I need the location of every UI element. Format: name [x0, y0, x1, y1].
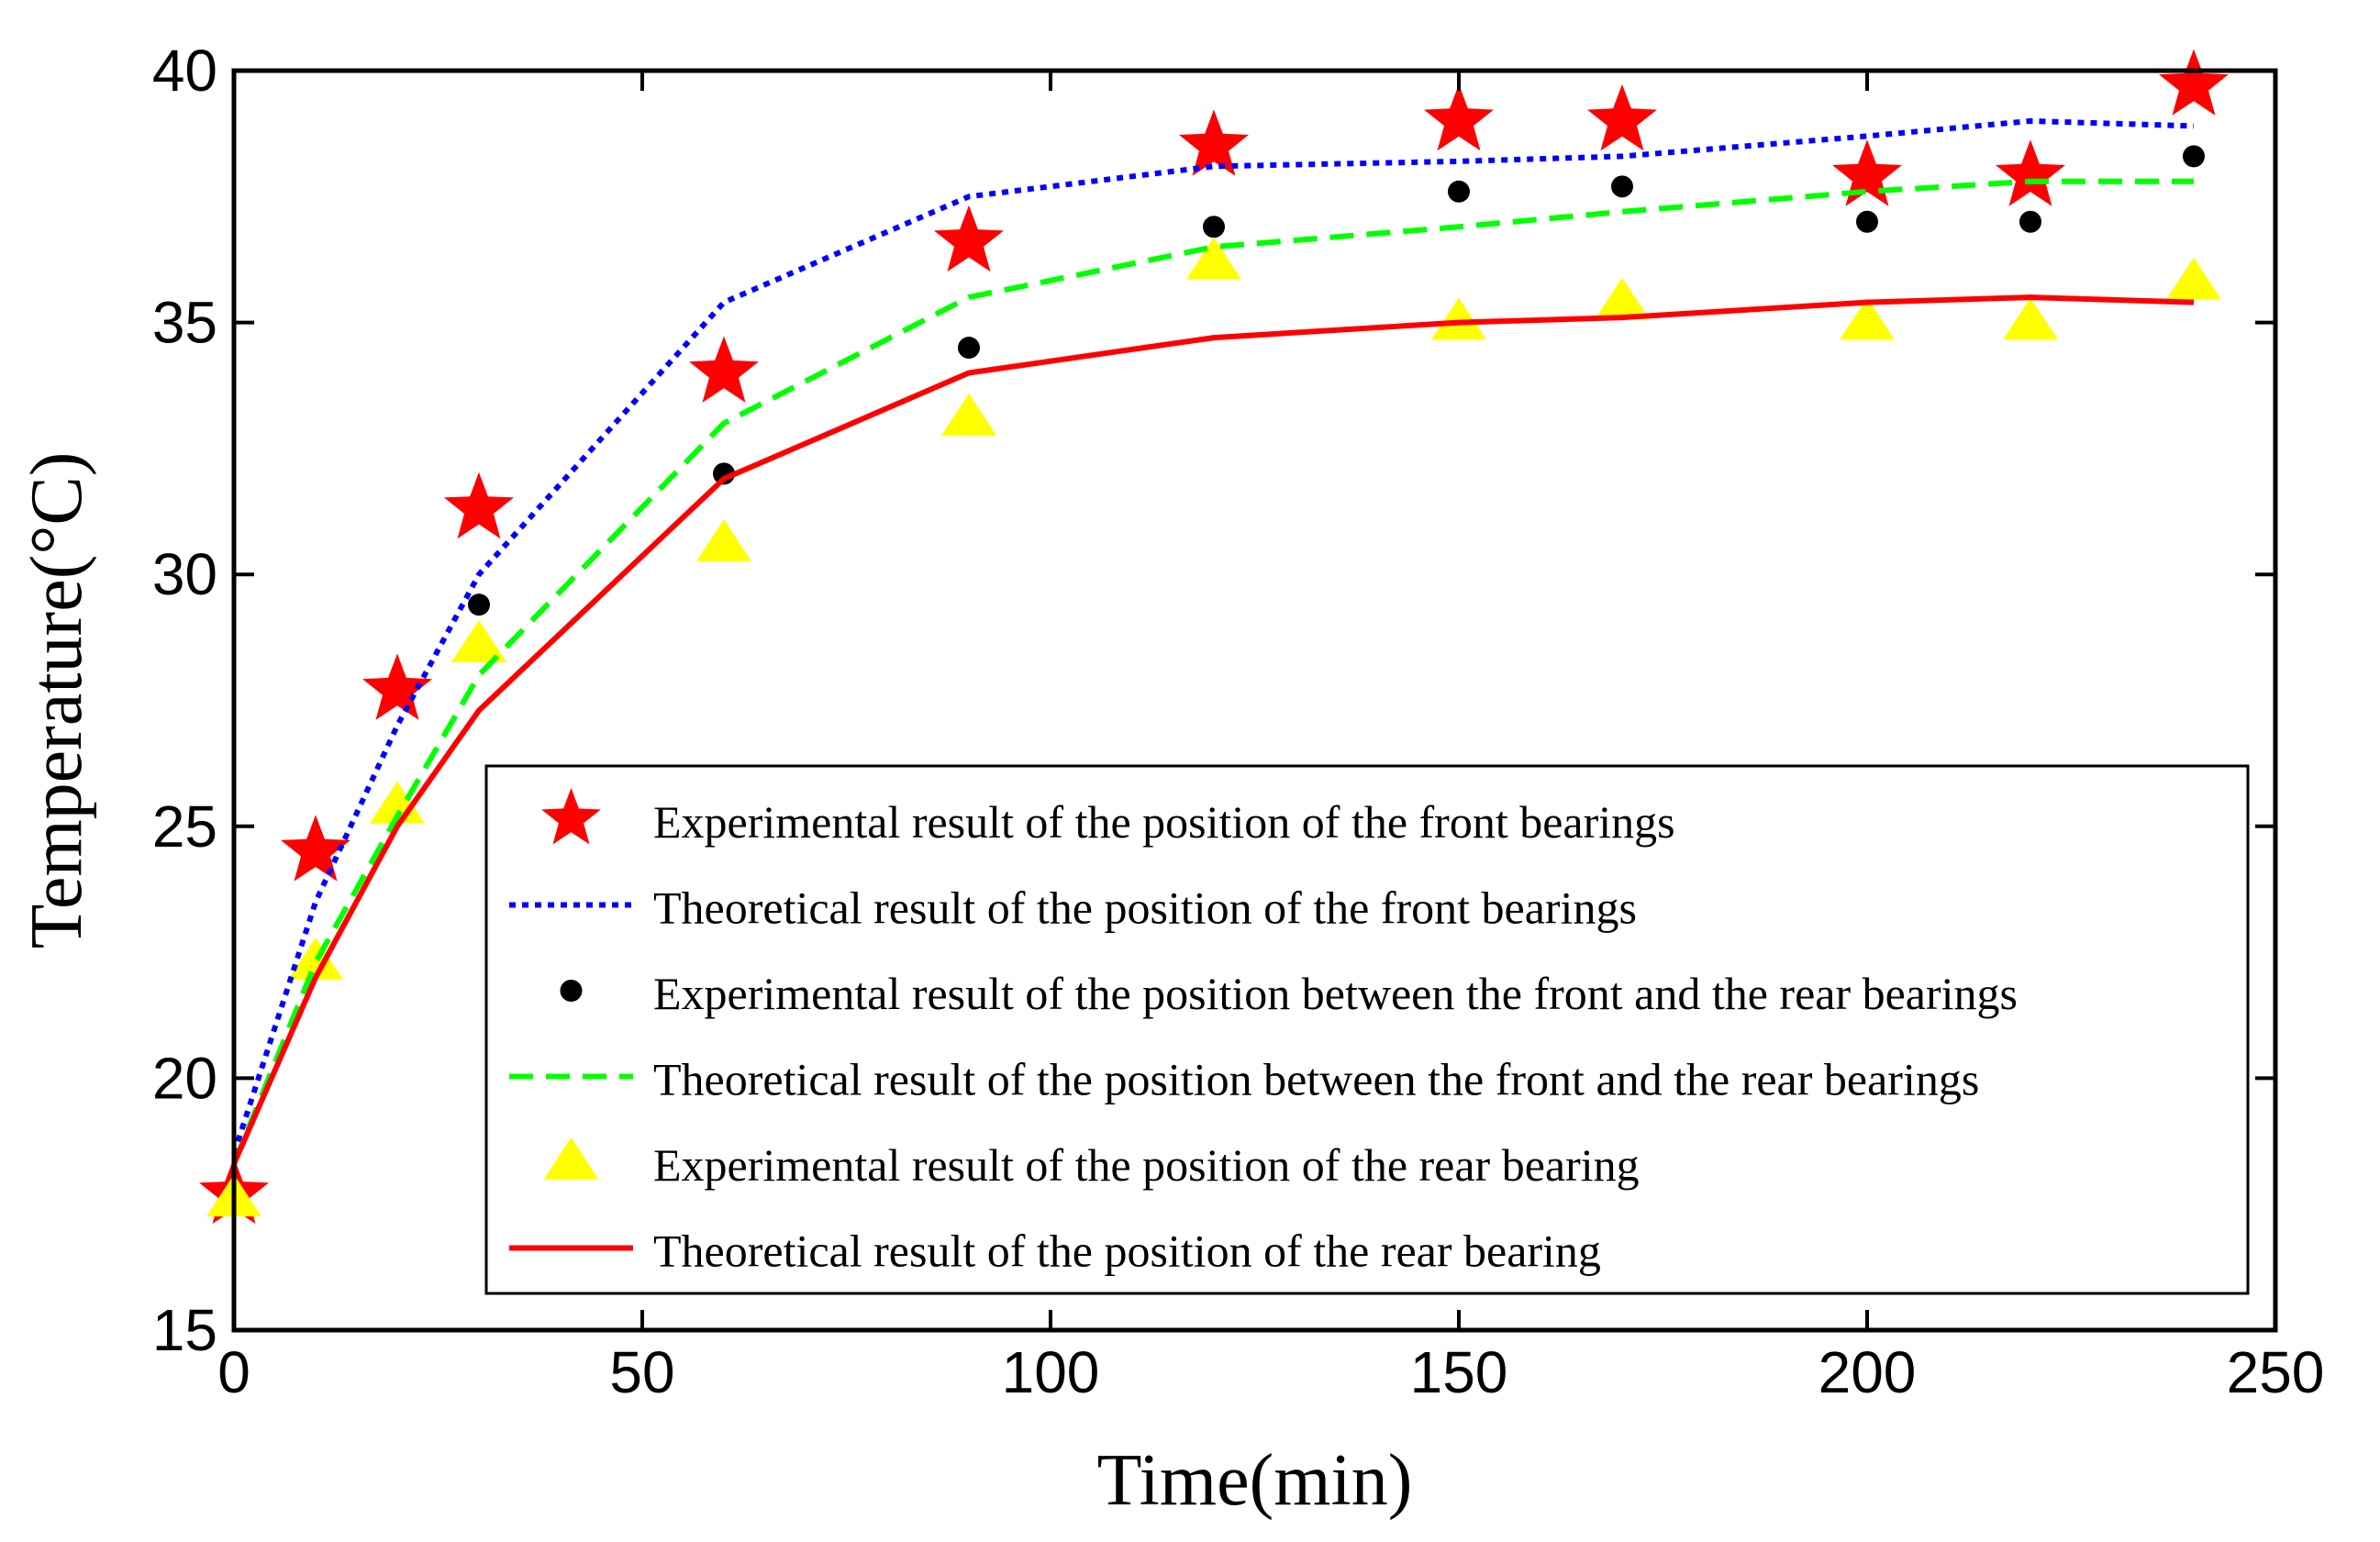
triangle-marker: [2166, 257, 2221, 300]
circle-marker: [1611, 175, 1633, 198]
triangle-marker: [1186, 237, 1241, 280]
legend-label: Theoretical result of the position betwe…: [653, 1054, 1979, 1105]
circle-marker: [2019, 210, 2041, 233]
y-tick-label: 25: [152, 793, 217, 860]
plot-frame: [231, 68, 2278, 1333]
star-marker: [444, 471, 514, 539]
x-tick-label: 50: [609, 1339, 674, 1405]
triangle-marker: [451, 620, 506, 662]
triangle-marker: [941, 393, 996, 436]
series-2: [231, 117, 2195, 1155]
star-marker: [1587, 83, 1657, 151]
series-6: [231, 294, 2195, 1166]
legend-item: Experimental result of the position of t…: [541, 788, 1675, 848]
circle-marker: [468, 594, 490, 616]
y-axis-label: Temperature(°C): [17, 452, 97, 949]
star-marker: [934, 205, 1004, 272]
series-4: [231, 178, 2194, 1165]
ticks-layer: 0 50 100 150 200 250 15 20 25 30 35 40: [152, 38, 2325, 1405]
y-tick-label: 15: [152, 1297, 217, 1363]
triangle-marker: [1595, 277, 1650, 320]
triangle-marker: [370, 781, 425, 824]
legend-item: Theoretical result of the position betwe…: [509, 1054, 1979, 1105]
x-axis-label: Time(min): [1097, 1440, 1413, 1521]
x-tick-label: 0: [217, 1339, 250, 1405]
y-tick-label: 35: [152, 290, 217, 356]
star-marker: [1996, 139, 2065, 206]
triangle-marker: [1840, 297, 1895, 340]
legend-item: Experimental result of the position of t…: [543, 1137, 1640, 1191]
circle-marker: [1448, 180, 1470, 203]
circle-marker: [560, 980, 583, 1002]
x-tick-label: 250: [2227, 1339, 2325, 1405]
circle-marker: [1856, 210, 1878, 233]
star-marker: [1832, 139, 1902, 206]
x-tick-label: 150: [1410, 1339, 1508, 1405]
legend-label: Theoretical result of the position of th…: [653, 1226, 1601, 1277]
circle-marker: [958, 337, 980, 360]
star-marker: [1179, 109, 1249, 176]
triangle-marker: [2003, 297, 2058, 340]
circle-marker: [1203, 216, 1225, 239]
legend-label: Experimental result of the position of t…: [653, 796, 1675, 848]
y-tick-label: 20: [152, 1045, 217, 1111]
legend-item: Theoretical result of the position of th…: [509, 882, 1637, 934]
legend: Experimental result of the position of t…: [484, 764, 2250, 1295]
legend-box: [484, 764, 2250, 1295]
star-marker: [689, 336, 759, 403]
circle-marker: [2183, 145, 2205, 168]
legend-label: Experimental result of the position betw…: [653, 968, 2018, 1019]
star-marker: [1424, 83, 1494, 151]
series-line: [231, 117, 2195, 1155]
x-tick-label: 100: [1002, 1339, 1100, 1405]
legend-item: Experimental result of the position betw…: [560, 968, 2018, 1019]
legend-label: Theoretical result of the position of th…: [653, 882, 1637, 934]
y-tick-label: 30: [152, 541, 217, 607]
star-marker: [2159, 49, 2229, 116]
y-tick-label: 40: [152, 38, 217, 104]
series-line: [231, 178, 2194, 1165]
star-marker: [541, 788, 601, 845]
star-marker: [281, 815, 350, 882]
series-layer: [199, 49, 2229, 1225]
star-marker: [362, 653, 432, 720]
series-line: [231, 294, 2195, 1166]
triangle-marker: [696, 519, 751, 562]
series-5: [206, 237, 2221, 1217]
legend-label: Experimental result of the position of t…: [653, 1139, 1640, 1191]
triangle-marker: [1431, 297, 1486, 340]
x-tick-label: 200: [1818, 1339, 1917, 1405]
legend-item: Theoretical result of the position of th…: [509, 1226, 1601, 1277]
triangle-marker: [543, 1137, 599, 1180]
